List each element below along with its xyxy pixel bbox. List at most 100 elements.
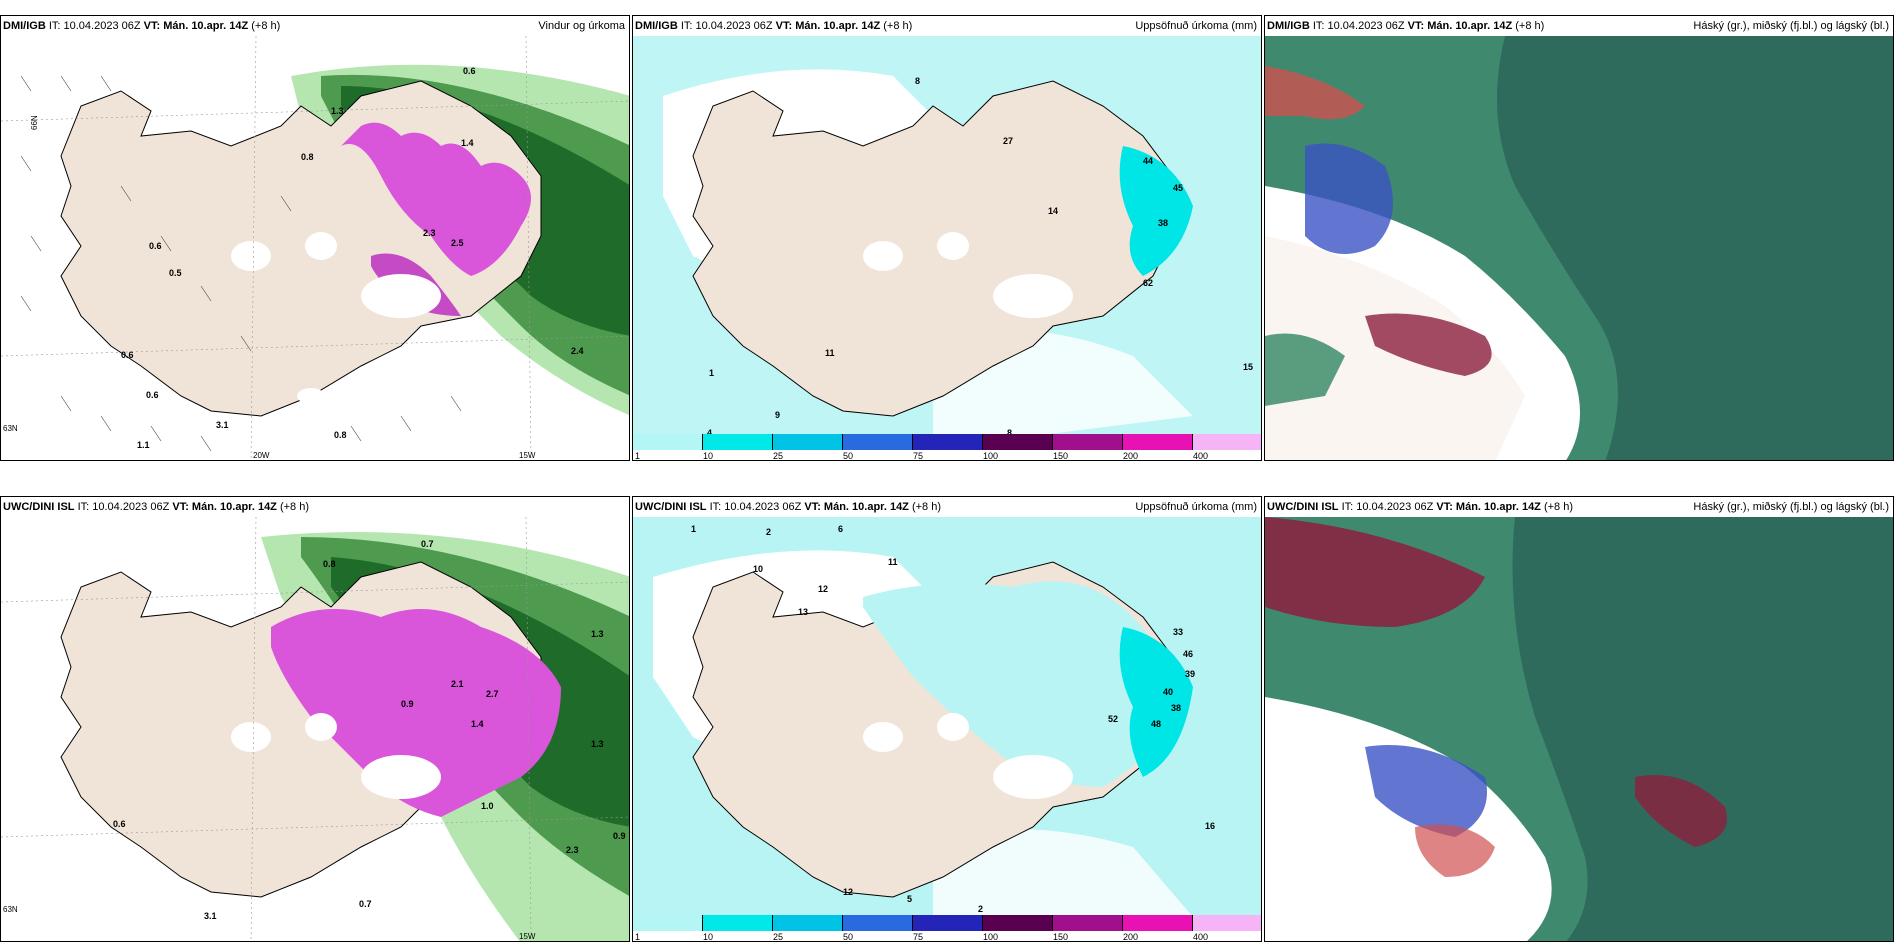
precip-label: 2.4: [571, 346, 584, 356]
valid-label: VT:: [172, 501, 189, 513]
accum-label: 38: [1171, 703, 1181, 713]
accum-precip-map: 1 2 6 10 12 11 13 33 46 39 40 52 48 38 1…: [633, 517, 1261, 917]
precip-label: 2.3: [423, 228, 436, 238]
panel-header: DMI/IGB IT: 10.04.2023 06Z VT: Mán. 10.a…: [633, 16, 1261, 36]
precip-label: 1.3: [591, 629, 604, 639]
accum-label: 62: [1143, 278, 1153, 288]
precip-label: 0.8: [334, 430, 347, 440]
precip-label: 0.6: [149, 241, 162, 251]
init-time: IT: 10.04.2023 06Z: [48, 20, 141, 32]
colorbar-swatch: [1193, 915, 1261, 931]
colorbar-swatch: [1053, 434, 1123, 450]
lon-label: 15W: [519, 932, 536, 941]
panel-wind-precip-uwc: UWC/DINI ISL IT: 10.04.2023 06Z VT: Mán.…: [0, 496, 630, 942]
panel-title: Háský (gr.), miðský (fj.bl.) og lágský (…: [1693, 501, 1889, 513]
precip-label: 0.6: [113, 819, 126, 829]
precip-label: 0.8: [323, 559, 336, 569]
panel-title: Háský (gr.), miðský (fj.bl.) og lágský (…: [1693, 20, 1889, 32]
accum-label: 8: [915, 76, 920, 86]
model-name: UWC/DINI ISL: [635, 501, 707, 513]
precip-label: 0.9: [401, 699, 414, 709]
panel-title: Uppsöfnuð úrkoma (mm): [1135, 20, 1257, 32]
precip-label: 2.5: [451, 238, 464, 248]
accum-label: 38: [1158, 218, 1168, 228]
precip-label: 0.7: [359, 899, 372, 909]
colorbar-label: 150: [1053, 932, 1069, 942]
lead-time: (+8 h): [279, 501, 310, 513]
precip-label: 3.1: [204, 911, 217, 921]
accum-label: 39: [1185, 669, 1195, 679]
valid-time: Mán. 10.apr. 14Z: [1455, 501, 1541, 513]
panel-header: UWC/DINI ISL IT: 10.04.2023 06Z VT: Mán.…: [633, 497, 1261, 517]
colorbar-swatch: [773, 434, 843, 450]
colorbar-swatch: [913, 434, 983, 450]
accum-label: 12: [818, 584, 828, 594]
valid-label: VT:: [1436, 501, 1453, 513]
precip-label: 2.7: [486, 689, 499, 699]
valid-time: Mán. 10.apr. 14Z: [163, 20, 249, 32]
colorbar-label: 75: [913, 451, 924, 461]
model-name: UWC/DINI ISL: [1267, 501, 1339, 513]
colorbar-label: 25: [773, 451, 784, 461]
valid-label: VT:: [143, 20, 161, 32]
wind-precip-map: 0.7 0.8 1.3 2.1 0.9 1.4 2.7 0.6 0.9 1.3 …: [1, 517, 629, 941]
lon-label: 20W: [253, 451, 270, 460]
precip-label: 2.1: [451, 679, 464, 689]
lat-label: 63N: [3, 905, 18, 914]
colorbar-swatch: [773, 915, 843, 931]
init-time: IT: 10.04.2023 06Z: [77, 501, 170, 513]
accum-label: 48: [1151, 719, 1161, 729]
precip-label: 0.6: [146, 390, 159, 400]
model-name: DMI/IGB: [1267, 20, 1310, 32]
colorbar-swatch: [1053, 915, 1123, 931]
colorbar-label: 400: [1193, 932, 1209, 942]
valid-time: Mán. 10.apr. 14Z: [823, 501, 909, 513]
accum-label: 15: [1243, 362, 1253, 372]
precip-label: 1.3: [591, 739, 604, 749]
precip-label: 0.6: [121, 350, 134, 360]
accum-label: 1: [709, 368, 714, 378]
colorbar-swatch: [983, 915, 1053, 931]
accum-label: 52: [1108, 714, 1118, 724]
accum-label: 33: [1173, 627, 1183, 637]
accum-label: 4: [707, 428, 712, 436]
colorbar-label: 200: [1123, 932, 1139, 942]
precip-label: 2.3: [566, 845, 579, 855]
lead-time: (+8 h): [911, 501, 942, 513]
wind-precip-map: 0.6 1.3 2.5 1.4 0.8 0.6 0.5 2.3 0.6 0.6 …: [1, 36, 629, 460]
precip-label: 1.0: [481, 801, 494, 811]
accum-label: 16: [1205, 821, 1215, 831]
panel-clouds-dmi: DMI/IGB IT: 10.04.2023 06Z VT: Mán. 10.a…: [1264, 15, 1894, 461]
lat-label: 66N: [30, 115, 39, 130]
precip-label: 0.6: [463, 66, 476, 76]
accum-label: 10: [753, 564, 763, 574]
accum-label: 5: [907, 894, 912, 904]
model-name: DMI/IGB: [3, 20, 46, 32]
accum-label: 44: [1143, 156, 1153, 166]
colorbar-label: 150: [1053, 451, 1069, 461]
accum-label: 9: [775, 410, 780, 420]
lead-time: (+8 h): [251, 20, 281, 32]
valid-time: Mán. 10.apr. 14Z: [795, 20, 881, 32]
colorbar-swatch: [1123, 434, 1193, 450]
accum-label: 46: [1183, 649, 1193, 659]
colorbar-label: 25: [773, 932, 784, 942]
accum-label: 11: [825, 348, 835, 358]
panel-title: Uppsöfnuð úrkoma (mm): [1135, 501, 1257, 513]
precip-label: 0.8: [301, 152, 314, 162]
valid-label: VT:: [804, 501, 821, 513]
panel-header: UWC/DINI ISL IT: 10.04.2023 06Z VT: Mán.…: [1, 497, 629, 517]
init-time: IT: 10.04.2023 06Z: [1312, 20, 1405, 32]
colorbar-label: 10: [703, 451, 714, 461]
precip-label: 0.9: [613, 831, 626, 841]
precip-label: 1.4: [461, 138, 474, 148]
colorbar-label: 75: [913, 932, 924, 942]
precip-colorbar: 1 10 25 50 75 100 150 200 400: [633, 434, 1261, 460]
panel-header: DMI/IGB IT: 10.04.2023 06Z VT: Mán. 10.a…: [1265, 16, 1893, 36]
colorbar-label: 1: [635, 451, 641, 461]
colorbar-swatch: [703, 915, 773, 931]
accum-label: 11: [888, 557, 898, 567]
lead-time: (+8 h): [883, 20, 913, 32]
accum-label: 2: [978, 904, 983, 914]
colorbar-swatch: [1123, 915, 1193, 931]
